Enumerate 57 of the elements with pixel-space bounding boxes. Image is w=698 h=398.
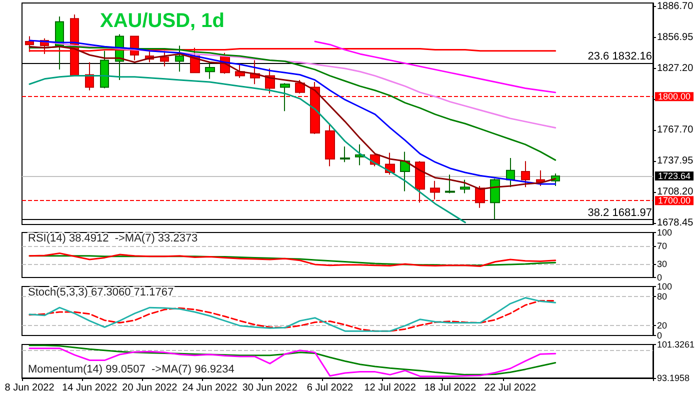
candlestick: [160, 50, 169, 67]
y-tick-label: 1856.95: [657, 32, 694, 43]
candlestick: [400, 151, 410, 192]
y-tick-label: 30: [657, 259, 668, 269]
candlestick: [430, 180, 440, 200]
y-tick-label: 0: [657, 272, 662, 282]
candlestick: [280, 82, 290, 112]
candlestick: [536, 170, 545, 187]
line-series: [28, 75, 466, 224]
candlestick: [325, 123, 335, 167]
x-tick-label: 22 Jul 2022: [484, 382, 537, 394]
x-tick-label: 6 Jul 2022: [306, 382, 354, 394]
y-tick-label: 80: [657, 291, 668, 302]
y-tick-label: 1737.95: [657, 156, 694, 167]
y-tick-label: 70: [657, 241, 668, 251]
candlestick: [445, 174, 455, 194]
x-tick-label: 18 Jul 2022: [424, 382, 476, 394]
y-tick-label: 1678.45: [657, 218, 694, 228]
chart-title: RSI(14) 38.4912 ->MA(7) 33.2373: [28, 232, 198, 244]
x-tick-label: 24 Jun 2022: [182, 382, 238, 394]
line-series: [28, 46, 556, 161]
y-tick-label: 0: [657, 330, 662, 340]
candlestick: [295, 79, 305, 94]
ref-line-label: 1723.64: [658, 171, 691, 182]
ref-line-label: 1800.00: [658, 92, 691, 102]
y-tick-label: 1827.20: [657, 62, 694, 74]
chart-title: Stoch(5,3,3) 67.3060 71.1767: [28, 286, 174, 298]
candlestick: [205, 62, 215, 80]
y-tick-label: 101.3261: [657, 340, 695, 350]
ref-line-label: 1700.00: [658, 196, 691, 206]
text: Momentum(14) 99.0507 ->MA(7) 96.9234: [28, 364, 234, 376]
candlestick: [460, 179, 470, 194]
chart-title: XAU/USD, 1d: [100, 10, 224, 32]
ref-line-label: 38.2 1681.97: [588, 206, 652, 219]
x-tick-label: 8 Jun 2022: [4, 382, 55, 394]
candlestick: [100, 50, 109, 89]
x-tick-label: 20 Jun 2022: [122, 382, 178, 394]
candlestick: [506, 157, 515, 188]
candlestick: [55, 16, 64, 70]
y-tick-label: 100: [657, 228, 672, 238]
candlestick: [310, 82, 320, 135]
x-tick-label: 30 Jun 2022: [242, 382, 298, 394]
y-tick-label: 1708.20: [657, 186, 694, 198]
y-tick-label: 93.1958: [657, 373, 690, 383]
candlestick: [521, 160, 530, 188]
candlestick: [340, 146, 350, 163]
y-tick-label: 100: [657, 282, 672, 292]
candlestick: [175, 45, 184, 72]
y-tick-label: 1767.70: [657, 124, 694, 136]
y-tick-label: 20: [657, 320, 668, 331]
y-tick-label: 1886.70: [657, 0, 694, 12]
x-tick-label: 12 Jul 2022: [364, 382, 416, 394]
line-series: [314, 40, 556, 94]
candlestick: [490, 178, 500, 220]
line-series: [28, 252, 556, 267]
ref-line-label: 23.6 1832.16: [588, 50, 652, 63]
x-tick-label: 14 Jun 2022: [62, 382, 118, 394]
